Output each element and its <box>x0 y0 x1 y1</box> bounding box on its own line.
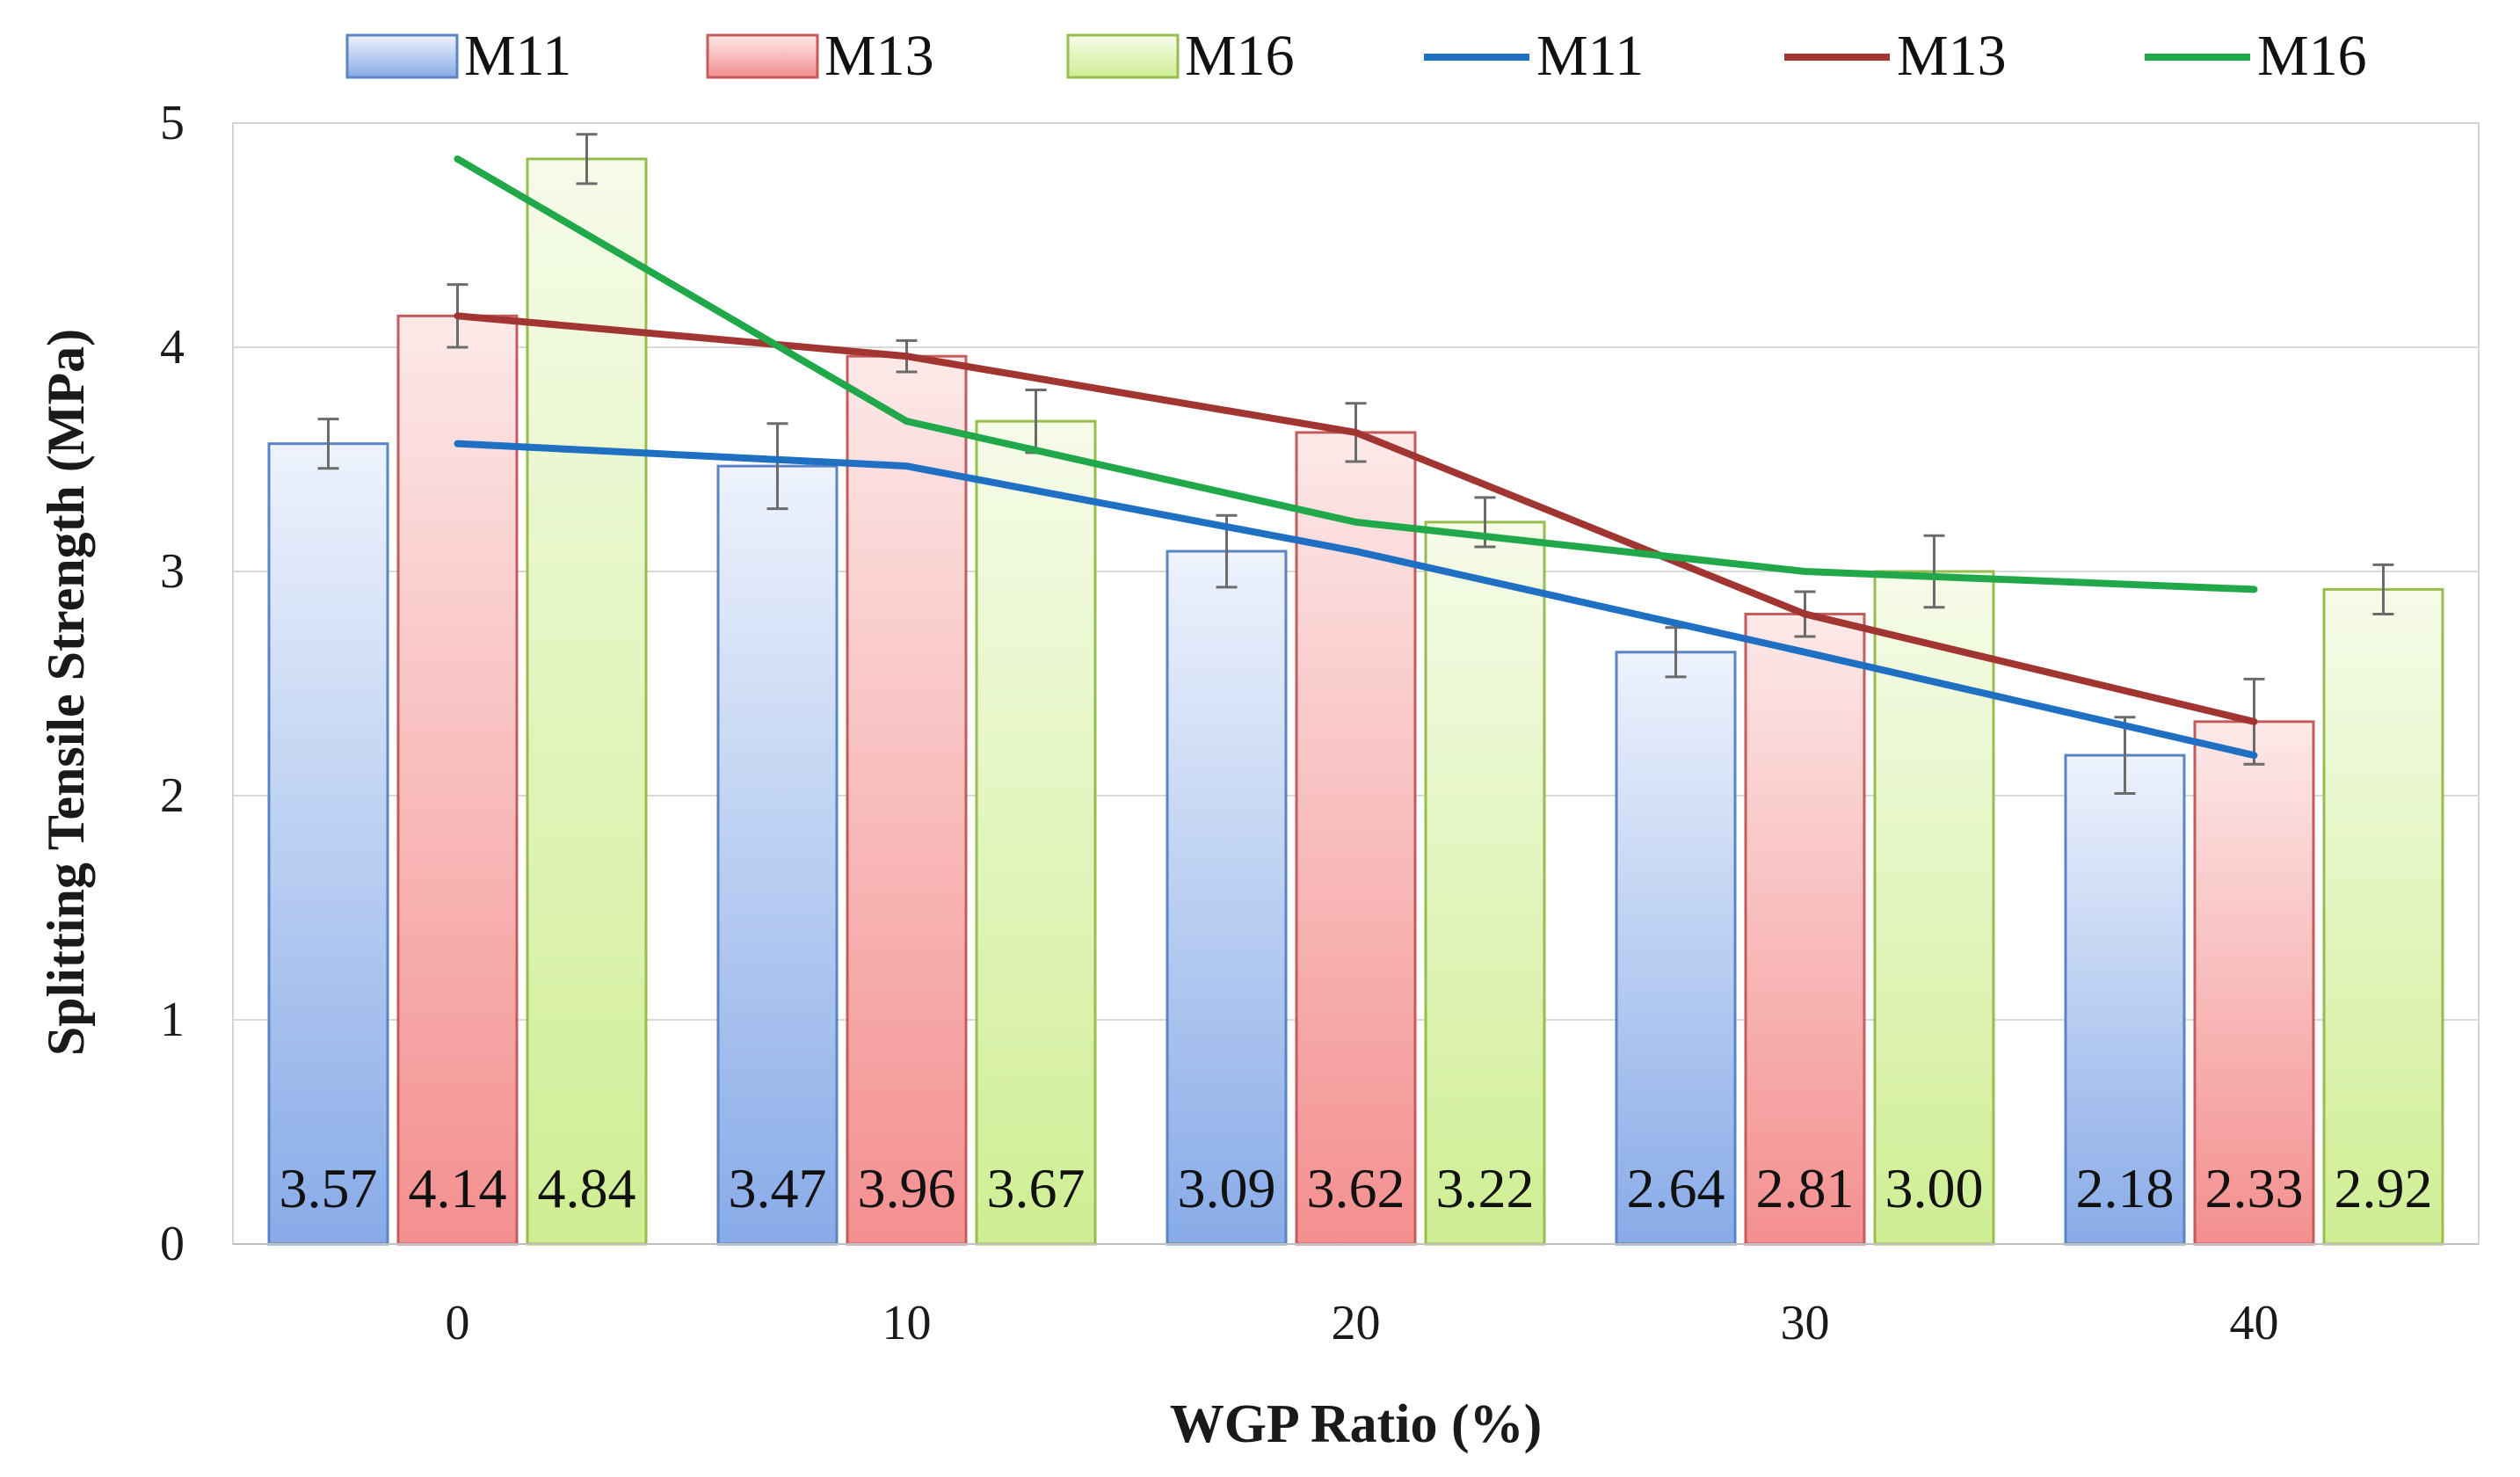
legend-label: M16 <box>1185 24 1295 88</box>
data-label-m16-10: 3.67 <box>987 1157 1086 1219</box>
error-bar-m16-30 <box>1923 534 1945 609</box>
legend-item-line-m16: M16 <box>2145 24 2367 88</box>
line-m11 <box>454 440 2258 760</box>
data-label-m11-30: 2.64 <box>1627 1157 1725 1219</box>
line-m13 <box>454 312 2258 725</box>
data-label-m11-10: 3.47 <box>729 1157 827 1219</box>
bar-m13-30 <box>1744 612 1866 1246</box>
y-tick-label: 2 <box>160 768 185 823</box>
y-tick-label: 5 <box>160 96 185 150</box>
data-label-m16-0: 4.84 <box>538 1157 636 1219</box>
legend: M11 M13 M16 M11 M13 M16 <box>345 24 2367 88</box>
y-tick-label: 1 <box>160 993 185 1047</box>
bar-m13-0 <box>396 314 519 1246</box>
legend-swatch-m11 <box>345 33 459 79</box>
legend-swatch-m16 <box>1066 33 1180 79</box>
y-tick-label: 3 <box>160 544 185 599</box>
data-label-m13-10: 3.96 <box>858 1157 956 1219</box>
bar-m11-20 <box>1166 549 1288 1246</box>
data-label-m11-20: 3.09 <box>1178 1157 1276 1219</box>
y-tick-label: 0 <box>160 1217 185 1271</box>
error-bar-m11-10 <box>766 422 788 511</box>
bar-m11-40 <box>2064 753 2186 1246</box>
data-label-m13-20: 3.62 <box>1307 1157 1405 1219</box>
legend-item-bar-m11: M11 <box>345 24 571 88</box>
legend-label: M13 <box>1897 24 2007 88</box>
error-bar-m11-40 <box>2114 716 2136 795</box>
bar-m11-10 <box>716 464 839 1246</box>
legend-item-line-m13: M13 <box>1784 24 2007 88</box>
data-label-m13-30: 2.81 <box>1756 1157 1855 1219</box>
bar-m16-40 <box>2322 587 2444 1246</box>
bar-m11-30 <box>1615 651 1737 1246</box>
x-tick-label: 10 <box>882 1296 932 1350</box>
data-label-m16-30: 3.00 <box>1885 1157 1984 1219</box>
data-label-m16-20: 3.22 <box>1436 1157 1535 1219</box>
bars <box>267 157 2444 1246</box>
bar-m16-10 <box>975 419 1097 1246</box>
bar-m16-0 <box>526 157 648 1246</box>
legend-item-bar-m13: M13 <box>706 24 934 88</box>
trend-lines <box>454 155 2258 760</box>
legend-item-line-m11: M11 <box>1424 24 1644 88</box>
legend-label: M16 <box>2257 24 2367 88</box>
data-label-m11-0: 3.57 <box>280 1157 378 1219</box>
x-axis-title: WGP Ratio (%) <box>1170 1394 1543 1454</box>
legend-item-bar-m16: M16 <box>1066 24 1295 88</box>
legend-label: M11 <box>1536 24 1644 88</box>
legend-swatch-m13 <box>706 33 819 79</box>
bar-m13-20 <box>1295 431 1417 1246</box>
y-axis-title: Splitting Tensile Strength (MPa) <box>37 329 95 1056</box>
data-labels: 3.57 3.47 3.09 2.64 2.18 4.14 3.96 3.62 2.81 2.33… <box>280 1157 2433 1219</box>
legend-label: M11 <box>464 24 571 88</box>
bar-m13-10 <box>846 354 968 1246</box>
data-label-m16-40: 2.92 <box>2335 1157 2433 1219</box>
x-tick-label: 0 <box>446 1296 470 1350</box>
bar-m11-0 <box>267 442 389 1246</box>
y-tick-label: 4 <box>160 320 185 375</box>
data-label-m13-40: 2.33 <box>2205 1157 2304 1219</box>
line-m16 <box>454 155 2258 593</box>
bar-m16-20 <box>1424 520 1546 1246</box>
error-bar-m16-0 <box>576 133 598 186</box>
bar-m13-40 <box>2193 720 2315 1246</box>
axes: 0 1 2 3 4 5 0 10 20 30 40 WGP Ratio (%) Splitting Te… <box>37 96 2479 1454</box>
x-tick-label: 40 <box>2230 1296 2279 1350</box>
legend-label: M13 <box>824 24 934 88</box>
data-label-m11-40: 2.18 <box>2076 1157 2175 1219</box>
data-label-m13-0: 4.14 <box>409 1157 507 1219</box>
x-tick-label: 30 <box>1781 1296 1830 1350</box>
x-tick-label: 20 <box>1332 1296 1381 1350</box>
error-bar-m16-40 <box>2372 563 2394 615</box>
error-bar-m11-0 <box>317 418 339 470</box>
